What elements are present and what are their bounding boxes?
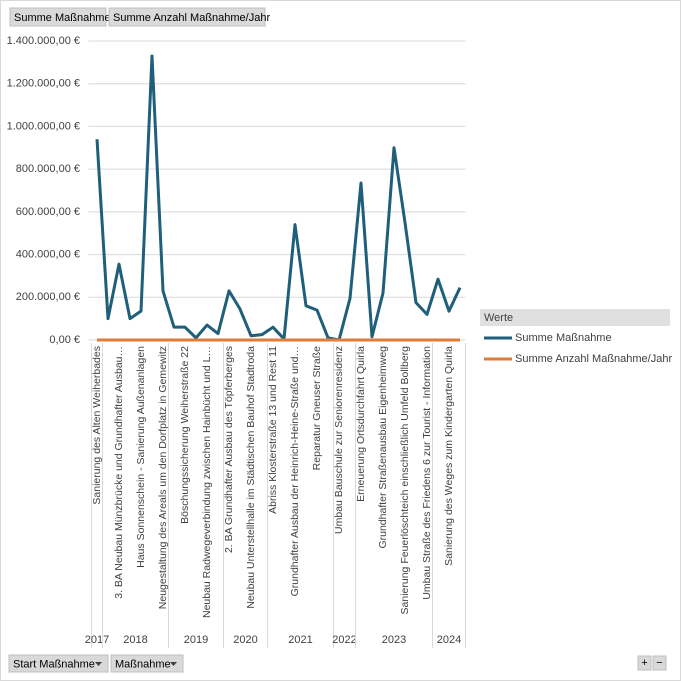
group-label: 2017 [85, 634, 109, 646]
group-label: 2019 [184, 634, 208, 646]
x-tick-label: Neubau Unterstellhalle im Städtischen Ba… [245, 346, 257, 609]
field-button[interactable]: Maßnahme [110, 654, 184, 673]
button-bg [637, 655, 652, 671]
group-label: 2020 [233, 634, 257, 646]
group-label: 2024 [437, 634, 461, 646]
button-label: Summe Maßnahme [14, 12, 111, 24]
x-tick-label: Grundhafter Straßenausbau Eigenheimweg [377, 346, 389, 549]
x-tick-label: Grundhafter Ausbau der Heinrich-Heine-St… [289, 346, 301, 596]
x-tick-label: Sanierung Feuerlöschteich einschließlich… [399, 346, 411, 615]
x-tick-label: Umbau Straße des Friedens 6 zur Tourist … [421, 346, 433, 600]
button-bg [652, 655, 667, 671]
group-label: 2018 [123, 634, 147, 646]
x-tick-label: Erneuerung Ortsdurchfahrt Quirla [355, 346, 367, 502]
group-label: 2021 [288, 634, 312, 646]
x-tick-label: Neugestaltung des Areals um den Dorfplat… [157, 346, 169, 609]
x-tick-label: 3. BA Neubau Münzbrücke und Grundhafter … [113, 346, 125, 599]
y-tick-label: 200.000,00 € [16, 291, 80, 303]
y-tick-label: 1.200.000,00 € [7, 78, 80, 90]
group-label: 2023 [382, 634, 406, 646]
x-tick-label: Sanierung des Weges zum Kindergarten Qui… [443, 346, 455, 566]
legend-header: Werte [480, 309, 670, 326]
x-tick-label: Sanierung des Alten Weiherbades [91, 346, 103, 505]
button-label: + [641, 657, 647, 669]
legend-label: Summe Maßnahme [515, 332, 612, 344]
legend-header-bg [480, 309, 670, 326]
button-bg [110, 654, 184, 673]
x-tick-label: Umbau Bauschule zur Seniorenresidenz [333, 346, 345, 534]
dropdown-arrow [170, 662, 177, 666]
x-tick-label: Neubau Radwegeverbindung zwischen Hainbü… [201, 346, 213, 618]
button-label: − [656, 657, 662, 669]
zoom-button[interactable]: + [637, 655, 652, 671]
button-bg [9, 7, 107, 27]
y-tick-label: 600.000,00 € [16, 206, 80, 218]
x-tick-label: Abriss Klosterstraße 13 und Rest 11 [267, 346, 279, 514]
button-label: Summe Anzahl Maßnahme/Jahr [113, 12, 270, 24]
y-tick-label: 1.000.000,00 € [7, 120, 80, 132]
series-line [95, 54, 462, 342]
y-tick-label: 400.000,00 € [16, 248, 80, 260]
y-tick-label: 1.400.000,00 € [7, 35, 80, 47]
button-label: Maßnahme [115, 658, 171, 670]
group-label: 2022 [332, 634, 356, 646]
legend-label: Summe Anzahl Maßnahme/Jahr [515, 353, 672, 365]
zoom-button[interactable]: − [652, 655, 667, 671]
x-tick-label: 2. BA Grundhafter Ausbau des Töpferberge… [223, 346, 235, 553]
button-bg [108, 7, 266, 27]
dropdown-arrow [95, 662, 102, 666]
legend-title: Werte [484, 312, 513, 324]
y-tick-label: 0,00 € [49, 334, 80, 346]
y-tick-label: 800.000,00 € [16, 163, 80, 175]
x-tick-label: Böschungssicherung Weiherstraße 22 [179, 346, 191, 524]
field-button[interactable]: Summe Anzahl Maßnahme/Jahr [108, 7, 270, 27]
x-tick-label: Haus Sonnenschein - Sanierung Außenanlag… [135, 346, 147, 568]
field-button[interactable]: Summe Maßnahme [9, 7, 111, 27]
field-button[interactable]: Start Maßnahme [8, 654, 109, 673]
button-bg [8, 654, 109, 673]
x-tick-label: Reparatur Gneuser Straße [311, 346, 323, 470]
button-label: Start Maßnahme [13, 658, 95, 670]
